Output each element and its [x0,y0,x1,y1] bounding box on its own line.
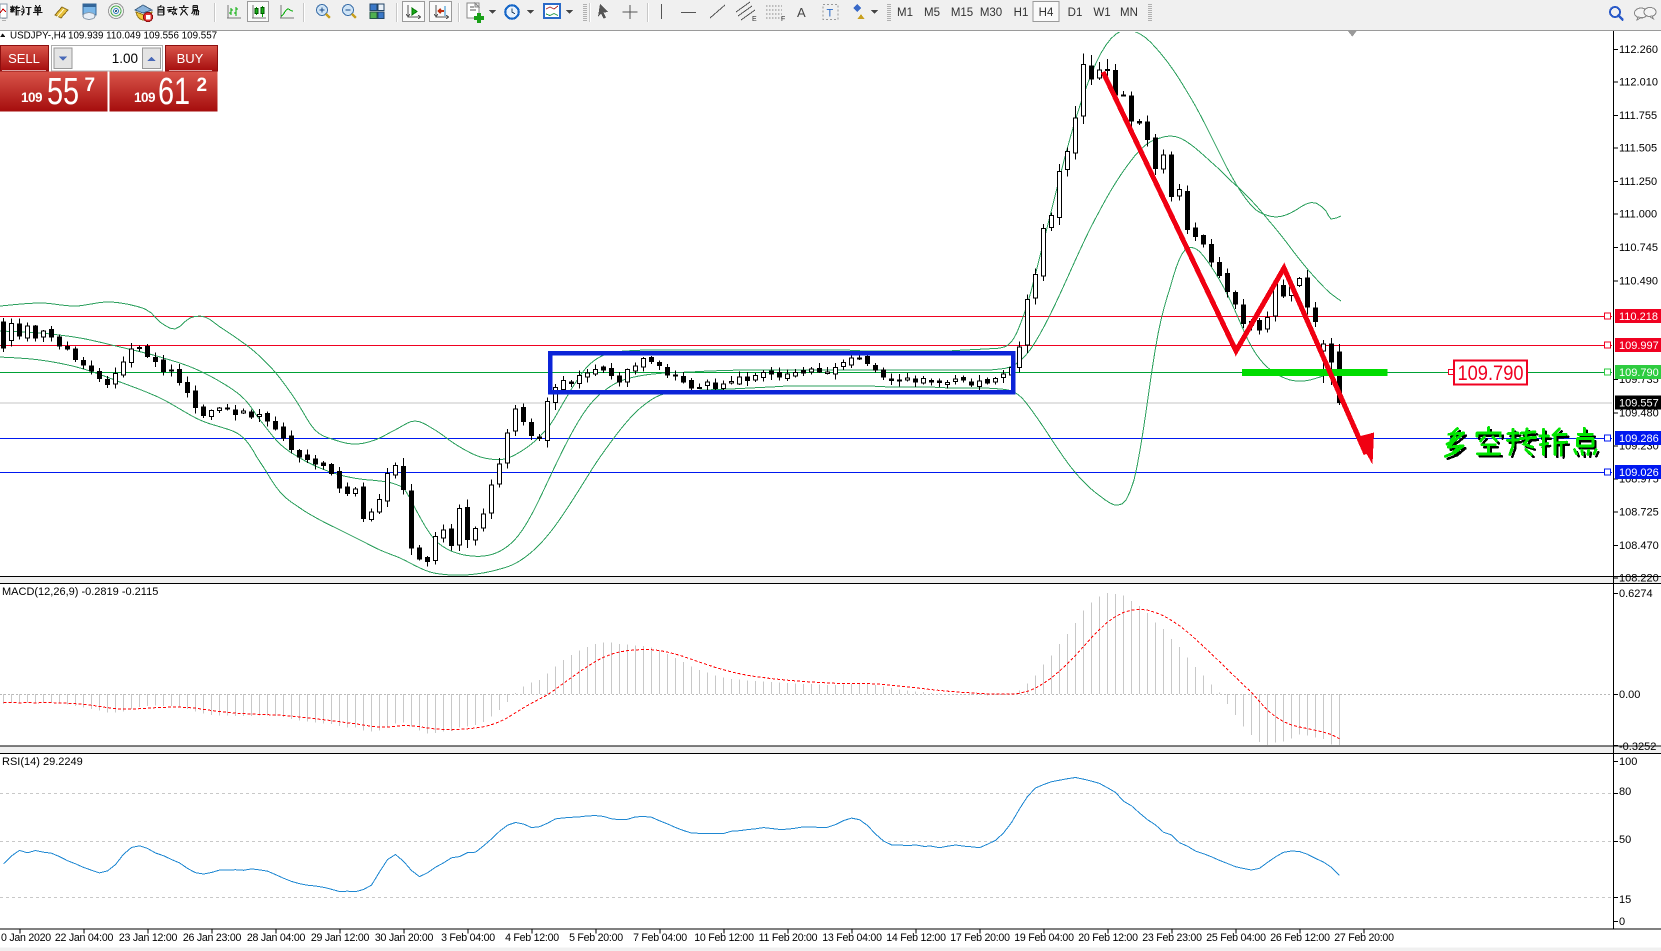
svg-text:17 Feb 20:00: 17 Feb 20:00 [950,932,1010,944]
svg-text:111.250: 111.250 [1619,176,1657,188]
svg-text:0.00: 0.00 [1619,689,1640,701]
svg-text:BUY: BUY [177,51,204,66]
svg-text:109: 109 [21,90,43,105]
svg-text:M15: M15 [951,7,973,19]
svg-text:108.470: 108.470 [1619,540,1659,552]
svg-text:29 Jan 12:00: 29 Jan 12:00 [311,932,370,944]
svg-text:109.286: 109.286 [1619,433,1659,445]
svg-text:111.000: 111.000 [1619,209,1657,221]
svg-text:112.010: 112.010 [1619,77,1658,89]
svg-text:55: 55 [47,70,79,113]
svg-text:2: 2 [197,75,208,96]
svg-text:25 Feb 04:00: 25 Feb 04:00 [1206,932,1266,944]
svg-text:H4: H4 [1039,7,1054,19]
svg-text:0: 0 [1619,916,1625,928]
svg-text:M30: M30 [980,7,1002,19]
svg-text:28 Jan 04:00: 28 Jan 04:00 [247,932,306,944]
svg-text:110.218: 110.218 [1619,311,1658,323]
svg-text:5 Feb 20:00: 5 Feb 20:00 [569,932,623,944]
svg-text:H1: H1 [1014,7,1029,19]
svg-text:111.755: 111.755 [1619,110,1657,122]
svg-text:13 Feb 04:00: 13 Feb 04:00 [822,932,882,944]
svg-text:109.939 110.049 109.556 109.55: 109.939 110.049 109.556 109.557 [68,31,217,42]
svg-text:M5: M5 [924,7,940,19]
svg-text:112.260: 112.260 [1619,44,1658,56]
svg-text:110.745: 110.745 [1619,242,1658,254]
svg-text:7: 7 [85,75,96,96]
svg-text:109: 109 [134,90,156,105]
svg-text:7 Feb 04:00: 7 Feb 04:00 [633,932,687,944]
svg-text:A: A [797,5,806,20]
svg-text:USDJPY-,H4: USDJPY-,H4 [10,31,67,42]
svg-text:0.6274: 0.6274 [1619,588,1653,600]
svg-text:0 Jan 2020: 0 Jan 2020 [1,932,51,944]
svg-text:109.557: 109.557 [1619,398,1659,410]
svg-text:108.725: 108.725 [1619,506,1659,518]
svg-text:20 Feb 12:00: 20 Feb 12:00 [1078,932,1138,944]
svg-text:50: 50 [1619,834,1631,846]
svg-text:10 Feb 12:00: 10 Feb 12:00 [694,932,754,944]
svg-text:109.026: 109.026 [1619,467,1659,479]
svg-text:26 Feb 12:00: 26 Feb 12:00 [1270,932,1330,944]
svg-text:109.790: 109.790 [1458,361,1524,385]
svg-text:109.480: 109.480 [1619,408,1659,420]
svg-text:T: T [827,8,834,20]
svg-text:100: 100 [1619,756,1637,768]
svg-text:14 Feb 12:00: 14 Feb 12:00 [886,932,946,944]
svg-text:22 Jan 04:00: 22 Jan 04:00 [55,932,114,944]
svg-text:26 Jan 23:00: 26 Jan 23:00 [183,932,242,944]
svg-text:11 Feb 20:00: 11 Feb 20:00 [759,932,818,944]
svg-text:61: 61 [158,70,190,113]
svg-text:3 Feb 04:00: 3 Feb 04:00 [441,932,495,944]
svg-text:109.997: 109.997 [1619,340,1659,352]
svg-text:E: E [752,16,757,23]
svg-text:D1: D1 [1068,7,1083,19]
svg-text:MN: MN [1120,7,1138,19]
svg-text:80: 80 [1619,786,1631,798]
svg-text:F: F [781,16,785,23]
svg-text:W1: W1 [1093,7,1110,19]
svg-text:RSI(14) 29.2249: RSI(14) 29.2249 [2,756,83,768]
svg-text:110.490: 110.490 [1619,275,1658,287]
svg-text:111.505: 111.505 [1619,143,1657,155]
svg-text:23 Jan 12:00: 23 Jan 12:00 [119,932,178,944]
svg-text:108.220: 108.220 [1619,573,1659,585]
svg-text:SELL: SELL [8,51,40,66]
svg-text:1.00: 1.00 [112,51,138,66]
svg-text:15: 15 [1619,894,1631,906]
svg-text:23 Feb 23:00: 23 Feb 23:00 [1142,932,1202,944]
svg-text:M1: M1 [897,7,913,19]
svg-text:27 Feb 20:00: 27 Feb 20:00 [1334,932,1394,944]
svg-text:30 Jan 20:00: 30 Jan 20:00 [375,932,434,944]
svg-text:4 Feb 12:00: 4 Feb 12:00 [505,932,559,944]
svg-text:109.790: 109.790 [1619,367,1659,379]
svg-text:MACD(12,26,9) -0.2819 -0.2115: MACD(12,26,9) -0.2819 -0.2115 [2,586,158,598]
svg-text:19 Feb 04:00: 19 Feb 04:00 [1014,932,1074,944]
svg-text:-0.3252: -0.3252 [1619,741,1656,753]
